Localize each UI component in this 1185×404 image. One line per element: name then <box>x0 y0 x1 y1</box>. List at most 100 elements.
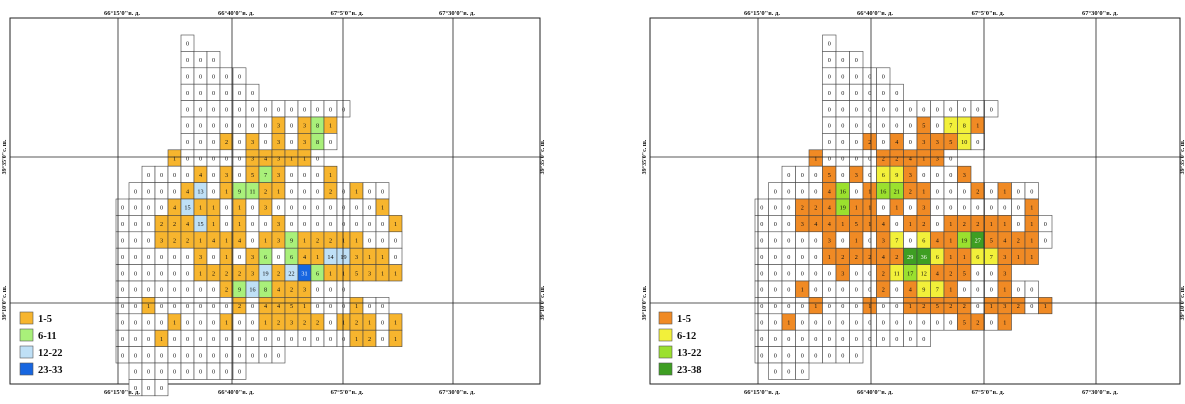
cell-value: 0 <box>238 123 241 130</box>
cell-value: 0 <box>238 369 241 376</box>
cell-value: 1 <box>303 156 306 163</box>
cell-value: 0 <box>147 205 150 212</box>
cell-value: 1 <box>225 238 228 245</box>
legend-label: 1-5 <box>677 314 691 325</box>
cell-value: 2 <box>882 156 885 163</box>
cell-value: 4 <box>909 287 912 294</box>
cell-value: 1 <box>199 238 202 245</box>
left-lat-label: 39°10'0"с. ш. <box>641 285 648 320</box>
cell-value: 0 <box>355 205 358 212</box>
cell-value: 0 <box>895 287 898 294</box>
cell-value: 0 <box>1017 188 1020 195</box>
cell-value: 0 <box>1030 188 1033 195</box>
cell-value: 0 <box>147 172 150 179</box>
cell-value: 0 <box>855 188 858 195</box>
cell-value: 3 <box>303 123 306 130</box>
legend-label: 13-22 <box>677 348 702 359</box>
bottom-lon-label: 66°15'0"в. д. <box>104 389 140 396</box>
grid-cell <box>970 133 985 151</box>
cell-value: 1 <box>868 188 871 195</box>
cell-value: 0 <box>949 205 952 212</box>
cell-value: 0 <box>368 188 371 195</box>
cell-value: 1 <box>303 303 306 310</box>
cell-value: 0 <box>199 74 202 81</box>
cell-value: 0 <box>173 369 176 376</box>
cell-value: 1 <box>199 270 202 277</box>
cell-value: 0 <box>976 270 979 277</box>
cell-value: 1 <box>329 172 332 179</box>
grid-cell <box>323 133 338 151</box>
cell-value: 11 <box>894 270 900 277</box>
cell-value: 5 <box>936 303 939 310</box>
cell-value: 0 <box>855 336 858 343</box>
cell-value: 0 <box>963 106 966 113</box>
cell-value: 1 <box>814 156 817 163</box>
cell-value: 1 <box>264 238 267 245</box>
cell-value: 3 <box>801 221 804 228</box>
cell-value: 2 <box>882 287 885 294</box>
cell-value: 3 <box>160 238 163 245</box>
cell-value: 0 <box>212 336 215 343</box>
cell-value: 0 <box>173 270 176 277</box>
cell-value: 0 <box>225 123 228 130</box>
cell-value: 0 <box>394 254 397 261</box>
cell-value: 0 <box>186 156 189 163</box>
cell-value: 0 <box>787 303 790 310</box>
cell-value: 0 <box>342 188 345 195</box>
cell-value: 5 <box>251 172 254 179</box>
top-lon-label: 67°30'0"в. д. <box>1082 10 1118 17</box>
cell-value: 8 <box>963 123 966 130</box>
bottom-lon-label: 66°40'0"в. д. <box>218 389 254 396</box>
cell-value: 0 <box>238 139 241 146</box>
cell-value: 0 <box>976 287 979 294</box>
cell-value: 0 <box>290 106 293 113</box>
cell-value: 0 <box>329 106 332 113</box>
cell-value: 0 <box>251 320 254 327</box>
cell-value: 0 <box>801 320 804 327</box>
cell-value: 1 <box>147 303 150 310</box>
right-lat-label: 39°35'0"с. ш. <box>539 139 546 174</box>
cell-value: 0 <box>186 287 189 294</box>
cell-value: 1 <box>277 188 280 195</box>
cell-value: 0 <box>381 221 384 228</box>
cell-value: 1 <box>316 254 319 261</box>
cell-value: 0 <box>787 287 790 294</box>
cell-value: 0 <box>801 270 804 277</box>
cell-value: 3 <box>303 287 306 294</box>
cell-value: 0 <box>173 303 176 310</box>
cell-value: 1 <box>329 270 332 277</box>
cell-value: 0 <box>814 254 817 261</box>
cell-value: 0 <box>147 369 150 376</box>
cell-value: 2 <box>922 303 925 310</box>
cell-value: 0 <box>760 254 763 261</box>
cell-value: 1 <box>303 238 306 245</box>
cell-value: 8 <box>316 139 319 146</box>
cell-value: 0 <box>760 205 763 212</box>
cell-value: 1 <box>787 320 790 327</box>
cell-value: 0 <box>828 320 831 327</box>
cell-value: 1 <box>368 254 371 261</box>
cell-value: 4 <box>936 270 939 277</box>
right-lat-label: 39°10'0"с. ш. <box>1179 285 1185 320</box>
cell-value: 0 <box>841 90 844 97</box>
cell-value: 0 <box>329 303 332 310</box>
cell-value: 0 <box>895 106 898 113</box>
cell-value: 0 <box>134 287 137 294</box>
cell-value: 3 <box>909 172 912 179</box>
cell-value: 0 <box>976 139 979 146</box>
cell-value: 3 <box>277 139 280 146</box>
cell-value: 0 <box>303 172 306 179</box>
cell-value: 1 <box>394 320 397 327</box>
cell-value: 0 <box>868 270 871 277</box>
cell-value: 0 <box>147 238 150 245</box>
cell-value: 0 <box>173 336 176 343</box>
cell-value: 3 <box>855 172 858 179</box>
cell-value: 0 <box>909 205 912 212</box>
cell-value: 0 <box>895 320 898 327</box>
cell-value: 0 <box>225 106 228 113</box>
cell-value: 1 <box>212 205 215 212</box>
grid-cell <box>388 264 403 282</box>
cell-value: 0 <box>801 369 804 376</box>
cell-value: 4 <box>1003 238 1006 245</box>
cell-value: 3 <box>368 270 371 277</box>
